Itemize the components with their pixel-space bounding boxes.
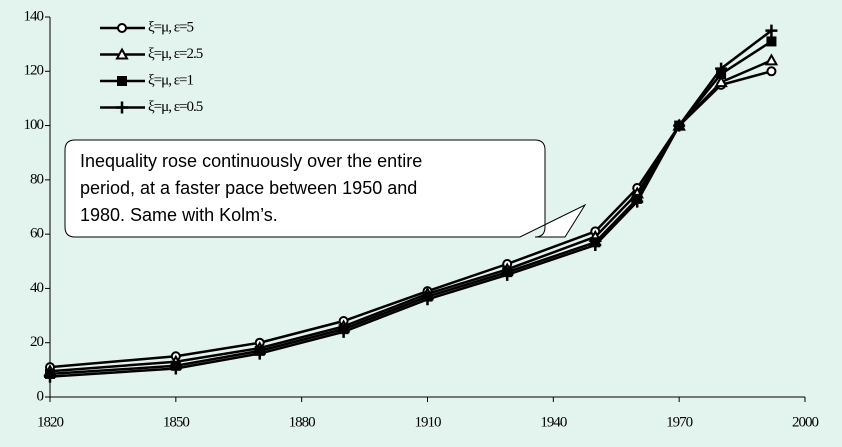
x-tick-label: 1880 [289,414,316,430]
x-tick-label: 1940 [540,414,567,430]
callout-box [64,139,587,238]
y-tick-label: 140 [24,8,44,24]
point [44,370,56,383]
legend-label: ξ=μ, ε=5 [148,19,193,35]
y-tick-label: 80 [30,171,44,187]
y-tick-label: 0 [37,388,44,404]
point [631,195,644,208]
point [253,347,266,360]
point [337,325,350,338]
legend-marker [115,47,129,60]
legend-label: ξ=μ, ε=0.5 [148,99,203,115]
legend-label: ξ=μ, ε=1 [148,72,193,88]
point [421,293,434,306]
x-tick-label: 1970 [666,414,693,430]
y-tick-label: 100 [24,117,44,133]
legend-marker [116,101,128,114]
point [764,53,779,66]
point [169,362,182,375]
point [765,24,778,37]
y-tick-label: 60 [30,226,44,242]
y-tick-label: 20 [30,334,44,350]
point [673,119,686,132]
y-tick-label: 40 [30,280,44,296]
legend-label: ξ=μ, ε=2.5 [148,46,203,62]
x-tick-label: 1910 [415,414,442,430]
point [501,268,514,281]
annotation: period, at a faster pace between 1950 an… [80,178,417,198]
x-tick-label: 2000 [792,414,819,430]
point [766,66,777,77]
point [589,239,602,251]
x-tick-label: 1820 [37,414,64,430]
annotation: 1980. Same with Kolm’s. [80,205,278,225]
point [715,62,728,75]
x-tick-label: 1850 [163,414,190,430]
point [766,36,777,47]
legend-marker [117,76,127,86]
legend-marker [117,23,127,33]
annotation: Inequality rose continuously over the en… [80,151,422,171]
y-tick-label: 120 [24,63,44,79]
point [714,75,728,88]
